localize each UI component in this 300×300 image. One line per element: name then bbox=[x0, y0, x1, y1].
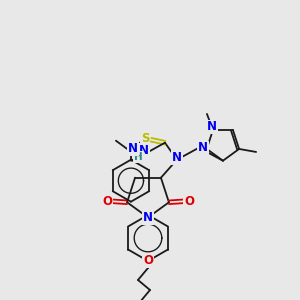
Text: N: N bbox=[172, 151, 182, 164]
Text: O: O bbox=[102, 195, 112, 208]
Text: O: O bbox=[143, 254, 153, 268]
Text: H: H bbox=[134, 152, 142, 162]
Text: N: N bbox=[139, 144, 149, 157]
Text: N: N bbox=[143, 211, 153, 224]
Text: N: N bbox=[207, 120, 217, 134]
Text: N: N bbox=[128, 142, 138, 155]
Text: N: N bbox=[198, 142, 208, 154]
Text: O: O bbox=[184, 195, 194, 208]
Text: S: S bbox=[141, 132, 149, 145]
